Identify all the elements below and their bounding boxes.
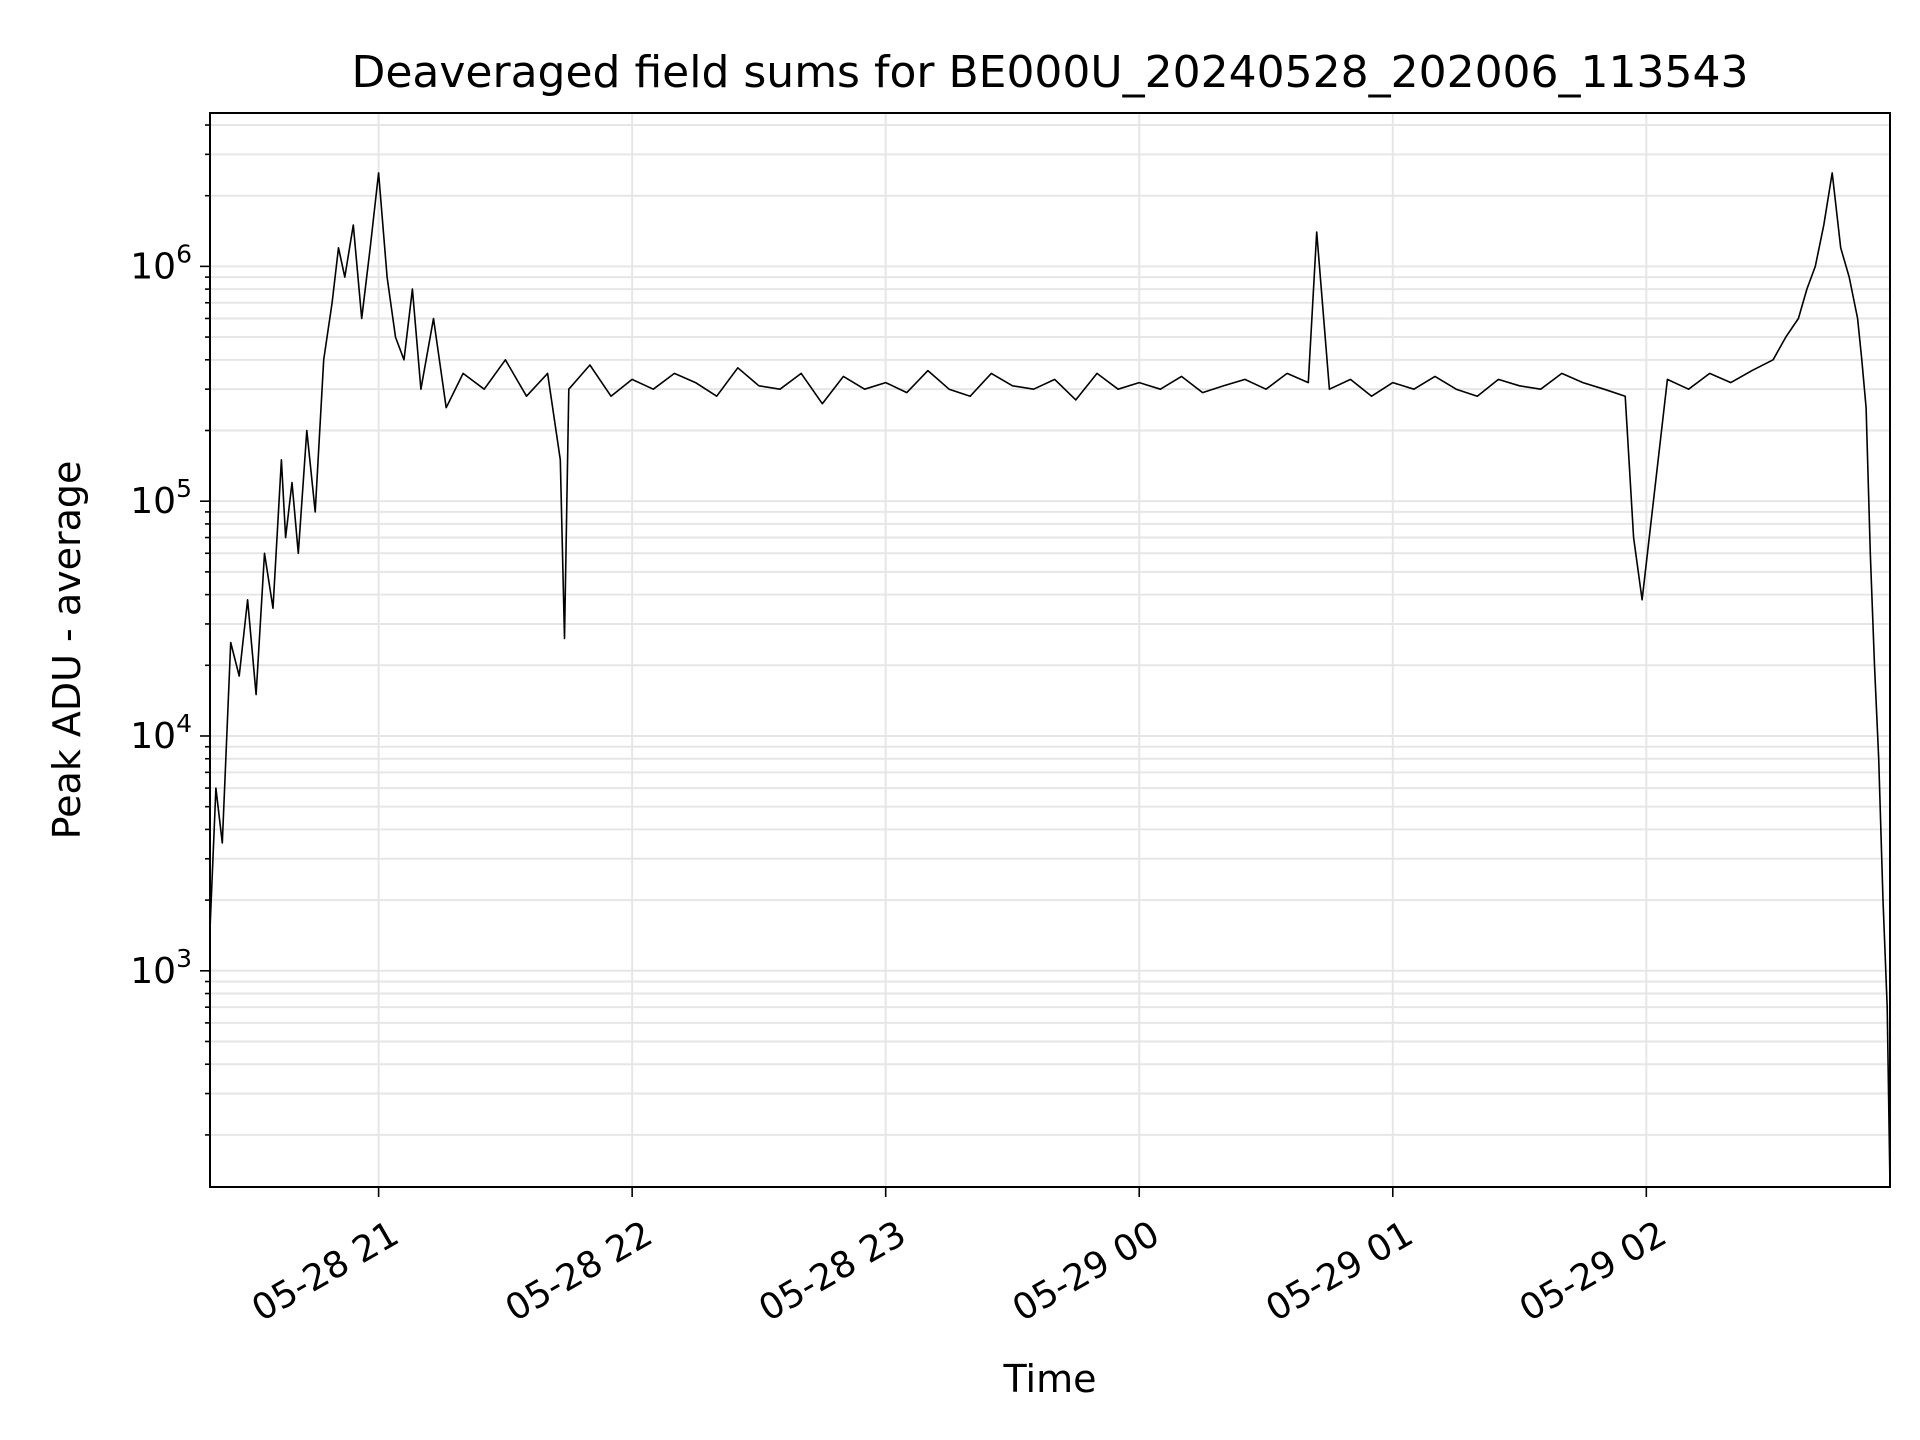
- y-axis-label: Peak ADU - average: [45, 461, 89, 840]
- series-line: [210, 172, 1890, 1187]
- y-tick-label: 105: [130, 474, 192, 522]
- x-tick-label: 05-28 22: [499, 1213, 660, 1329]
- plot-area-frame: [209, 112, 1891, 1188]
- series-layer: [210, 172, 1890, 1187]
- grid-layer: [210, 113, 1890, 1187]
- x-tick-label: 05-29 00: [1006, 1213, 1167, 1329]
- y-tick-label: 104: [130, 709, 192, 757]
- x-axis-label: Time: [1003, 1357, 1097, 1401]
- x-tick-label: 05-28 21: [245, 1213, 406, 1329]
- chart-title: Deaveraged field sums for BE000U_2024052…: [351, 47, 1748, 98]
- y-tick-label: 103: [130, 944, 192, 992]
- tick-layer: 05-28 21 05-28 22 05-28 23 05-29 00 05-29 01…: [130, 124, 1674, 1330]
- x-tick-label: 05-28 23: [752, 1213, 913, 1329]
- y-tick-label: 106: [130, 239, 192, 287]
- x-tick-label: 05-29 01: [1259, 1213, 1420, 1329]
- x-tick-label: 05-29 02: [1513, 1213, 1674, 1329]
